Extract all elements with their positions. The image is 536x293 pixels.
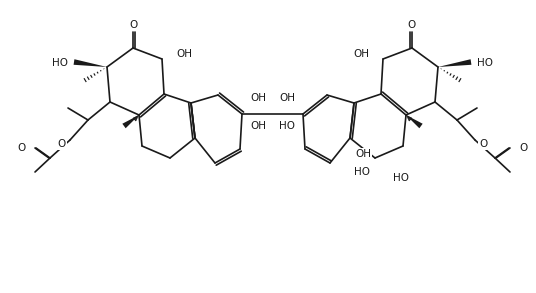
Text: OH: OH [250,121,266,131]
Text: HO: HO [279,121,295,131]
Text: O: O [58,139,66,149]
Polygon shape [438,59,472,67]
Text: HO: HO [52,58,68,68]
Text: HO: HO [393,173,409,183]
Polygon shape [122,115,139,128]
Text: O: O [479,139,487,149]
Text: HO: HO [354,167,370,177]
Polygon shape [406,115,423,128]
Text: OH: OH [176,49,192,59]
Text: OH: OH [250,93,266,103]
Text: O: O [18,143,26,153]
Text: O: O [129,20,137,30]
Polygon shape [73,59,107,67]
Text: OH: OH [353,49,369,59]
Text: O: O [408,20,416,30]
Text: OH: OH [355,149,371,159]
Text: O: O [519,143,527,153]
Text: OH: OH [279,93,295,103]
Text: HO: HO [477,58,493,68]
